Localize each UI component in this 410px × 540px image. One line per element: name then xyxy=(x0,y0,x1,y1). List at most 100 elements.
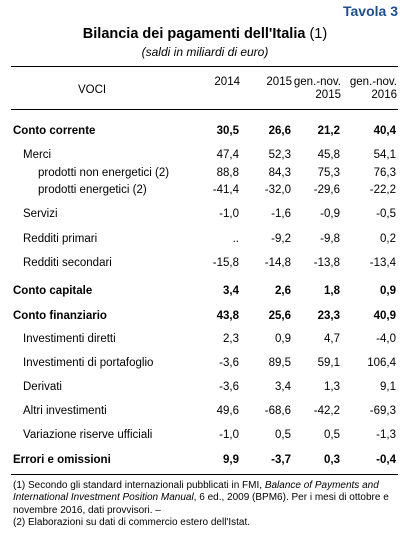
cell-gen-nov-2016: 0,2 xyxy=(380,233,396,245)
cell-gen-nov-2016: 9,1 xyxy=(380,381,396,393)
cell-2015: -68,6 xyxy=(264,405,291,417)
cell-gen-nov-2016: -0,4 xyxy=(376,454,396,466)
cell-2015: 26,6 xyxy=(268,125,291,137)
table-title: Bilancia dei pagamenti dell'Italia (1) xyxy=(0,26,410,42)
footnotes: (1) Secondo gli standard internazionali … xyxy=(13,480,399,529)
cell-2014: -3,6 xyxy=(219,357,239,369)
header-gen-nov-2016-line1: gen.-nov. xyxy=(349,76,397,88)
cell-gen-nov-2015: -29,6 xyxy=(313,184,340,196)
cell-2015: -14,8 xyxy=(264,257,291,269)
cell-2014: 3,4 xyxy=(223,285,239,297)
row-label: Conto corrente xyxy=(13,125,96,137)
cell-2014: 88,8 xyxy=(216,167,239,179)
row-redditi-secondari: Redditi secondari -15,8 -14,8 -13,8 -13,… xyxy=(0,257,410,273)
cell-gen-nov-2015: -42,2 xyxy=(313,405,340,417)
row-label: Errori e omissioni xyxy=(13,454,111,466)
footnote-1: (1) Secondo gli standard internazionali … xyxy=(13,480,399,517)
cell-2015: -32,0 xyxy=(264,184,291,196)
cell-2014: 49,6 xyxy=(216,405,239,417)
cell-2015: -1,6 xyxy=(271,208,291,220)
row-investimenti-diretti: Investimenti diretti 2,3 0,9 4,7 -4,0 xyxy=(0,333,410,349)
cell-gen-nov-2016: -13,4 xyxy=(369,257,396,269)
cell-gen-nov-2016: -69,3 xyxy=(369,405,396,417)
cell-gen-nov-2016: -1,3 xyxy=(376,429,396,441)
header-voci: VOCI xyxy=(78,84,107,96)
cell-2014: 43,8 xyxy=(216,310,239,322)
row-label: Redditi primari xyxy=(23,233,98,245)
table-title-text: Bilancia dei pagamenti dell'Italia xyxy=(82,26,306,42)
row-label: prodotti non energetici (2) xyxy=(38,167,170,179)
cell-2014: -3,6 xyxy=(219,381,239,393)
cell-gen-nov-2016: 76,3 xyxy=(373,167,396,179)
cell-2015: 25,6 xyxy=(268,310,291,322)
cell-2015: 0,9 xyxy=(275,333,291,345)
cell-2014: 2,3 xyxy=(223,333,239,345)
row-redditi-primari: Redditi primari .. -9,2 -9,8 0,2 xyxy=(0,233,410,249)
cell-gen-nov-2016: 106,4 xyxy=(367,357,396,369)
row-label: prodotti energetici (2) xyxy=(38,184,147,196)
row-conto-corrente: Conto corrente 30,5 26,6 21,2 40,4 xyxy=(0,125,410,141)
cell-gen-nov-2015: 0,5 xyxy=(324,429,340,441)
header-2015: 2015 xyxy=(266,76,292,88)
header-gen-nov-2015-line1: gen.-nov. xyxy=(293,76,341,88)
cell-2015: 3,4 xyxy=(275,381,291,393)
header-2014: 2014 xyxy=(214,76,240,88)
cell-gen-nov-2016: 40,4 xyxy=(373,125,396,137)
cell-gen-nov-2016: 0,9 xyxy=(380,285,396,297)
cell-gen-nov-2016: -0,5 xyxy=(376,208,396,220)
row-errori-omissioni: Errori e omissioni 9,9 -3,7 0,3 -0,4 xyxy=(0,454,410,470)
cell-2015: 84,3 xyxy=(268,167,291,179)
cell-gen-nov-2015: 1,8 xyxy=(324,285,340,297)
header-gen-nov-2016: gen.-nov. 2016 xyxy=(340,76,397,102)
row-label: Altri investimenti xyxy=(23,405,107,417)
table-tag: Tavola 3 xyxy=(343,3,398,19)
table-title-note: (1) xyxy=(309,26,328,42)
row-label: Conto capitale xyxy=(13,285,93,297)
cell-gen-nov-2015: 75,3 xyxy=(317,167,340,179)
cell-2015: 0,5 xyxy=(275,429,291,441)
footnote-2: (2) Elaborazioni su dati di commercio es… xyxy=(13,516,251,528)
header-bottom-rule xyxy=(11,109,398,110)
table-bottom-rule xyxy=(11,474,398,475)
header-gen-nov-2015: gen.-nov. 2015 xyxy=(284,76,341,102)
row-label: Investimenti diretti xyxy=(23,333,116,345)
cell-2015: 52,3 xyxy=(268,149,291,161)
cell-gen-nov-2015: -13,8 xyxy=(313,257,340,269)
cell-2014: -1,0 xyxy=(219,429,239,441)
cell-2015: -9,2 xyxy=(271,233,291,245)
header-top-rule xyxy=(11,66,398,67)
row-label: Variazione riserve ufficiali xyxy=(23,429,153,441)
row-servizi: Servizi -1,0 -1,6 -0,9 -0,5 xyxy=(0,208,410,224)
row-conto-capitale: Conto capitale 3,4 2,6 1,8 0,9 xyxy=(0,285,410,301)
cell-gen-nov-2015: 4,7 xyxy=(324,333,340,345)
cell-2014: .. xyxy=(232,233,239,245)
cell-gen-nov-2016: -4,0 xyxy=(376,333,396,345)
row-label: Investimenti di portafoglio xyxy=(23,357,154,369)
header-gen-nov-2015-line2: 2015 xyxy=(315,89,341,101)
cell-gen-nov-2016: -22,2 xyxy=(369,184,396,196)
row-altri-investimenti: Altri investimenti 49,6 -68,6 -42,2 -69,… xyxy=(0,405,410,421)
row-prodotti-energetici: prodotti energetici (2) -41,4 -32,0 -29,… xyxy=(0,184,410,200)
row-label: Merci xyxy=(23,149,52,161)
cell-gen-nov-2015: 45,8 xyxy=(317,149,340,161)
cell-gen-nov-2015: 0,3 xyxy=(324,454,340,466)
cell-gen-nov-2015: -9,8 xyxy=(320,233,340,245)
cell-2015: 2,6 xyxy=(275,285,291,297)
cell-2014: 47,4 xyxy=(216,149,239,161)
table-subtitle: (saldi in miliardi di euro) xyxy=(141,45,269,59)
cell-2014: 30,5 xyxy=(216,125,239,137)
footnote-1-manual-title: Balance of Payments and International In… xyxy=(13,480,379,504)
cell-gen-nov-2015: -0,9 xyxy=(320,208,340,220)
cell-2014: -15,8 xyxy=(212,257,239,269)
cell-2014: -41,4 xyxy=(212,184,239,196)
row-merci: Merci 47,4 52,3 45,8 54,1 xyxy=(0,149,410,165)
cell-gen-nov-2016: 54,1 xyxy=(373,149,396,161)
footnote-1-part-b: , 6 ed., 2009 (BPM6). Per i mesi di otto… xyxy=(13,492,389,516)
cell-2014: -1,0 xyxy=(219,208,239,220)
row-label: Servizi xyxy=(23,208,58,220)
row-conto-finanziario: Conto finanziario 43,8 25,6 23,3 40,9 xyxy=(0,310,410,326)
row-label: Conto finanziario xyxy=(13,310,107,322)
cell-2015: 89,5 xyxy=(268,357,291,369)
cell-gen-nov-2015: 1,3 xyxy=(324,381,340,393)
